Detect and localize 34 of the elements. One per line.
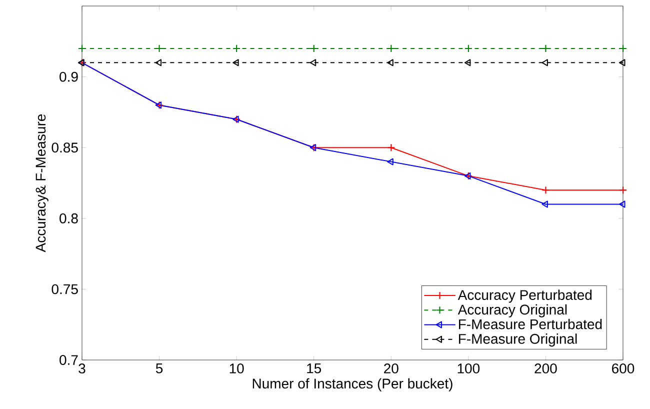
y-axis-title: Accuracy& F-Measure [36, 114, 48, 252]
legend-label: F-Measure Perturbated [459, 318, 602, 330]
legend-label: Accuracy Original [458, 304, 567, 318]
y-tick-label: 0.7 [60, 355, 78, 365]
x-tick-label: 20 [384, 364, 398, 374]
y-tick-label: 0.8 [60, 213, 78, 224]
point [619, 186, 626, 194]
point [387, 59, 394, 66]
x-tick-label: 10 [230, 364, 244, 374]
point [618, 59, 626, 66]
point [232, 59, 239, 66]
point [618, 200, 626, 208]
legend-label: F-Measure Original [459, 334, 577, 347]
x-tick-label: 5 [156, 364, 163, 374]
point [233, 44, 240, 52]
legend-label: Accuracy Perturbated [458, 290, 592, 303]
x-tick-label: 600 [612, 364, 634, 374]
x-tick-label: 3 [78, 364, 86, 374]
x-tick-label: 200 [534, 364, 557, 374]
point [464, 59, 471, 66]
x-tick-label: 15 [307, 364, 322, 374]
x-axis-title: Numer of Instances (Per bucket) [252, 378, 452, 392]
y-tick-label: 0.75 [52, 284, 78, 294]
point [542, 200, 548, 208]
point [310, 59, 316, 66]
y-tick-label: 0.9 [60, 72, 78, 82]
point [155, 59, 162, 66]
point [388, 144, 395, 152]
point [542, 186, 550, 194]
y-tick-label: 0.85 [52, 142, 78, 153]
point [464, 44, 472, 52]
point [387, 158, 394, 166]
x-tick-label: 100 [458, 364, 480, 374]
point [542, 59, 548, 66]
